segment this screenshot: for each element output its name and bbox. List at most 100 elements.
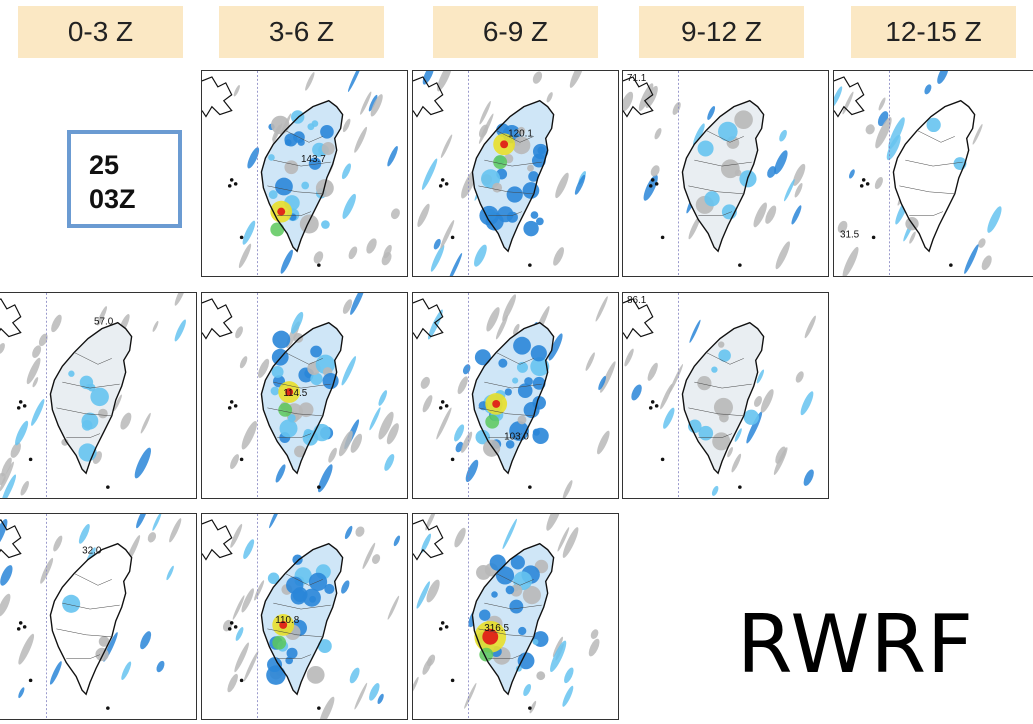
rain-cell (537, 146, 546, 155)
islet (16, 627, 21, 631)
rain-cell (718, 349, 731, 362)
rain-streak (981, 255, 992, 271)
rain-cell (524, 377, 533, 386)
islet (528, 263, 532, 267)
rain-streak (562, 685, 574, 707)
rain-streak (837, 220, 848, 234)
rain-streak (574, 174, 586, 195)
rain-cell (697, 375, 712, 391)
rain-cell (517, 126, 526, 135)
rain-cell (313, 423, 331, 442)
rain-streak (440, 134, 453, 159)
rain-cell (498, 358, 508, 368)
rain-streak (247, 147, 260, 169)
rain-streak (341, 163, 351, 180)
rain-streak (32, 377, 39, 388)
max-rain-label: 114.5 (283, 388, 308, 399)
rain-streak (425, 514, 437, 531)
rain-cell (310, 372, 323, 386)
init-hour: 03Z (89, 184, 136, 214)
rain-cell (307, 123, 315, 131)
rain-streak (390, 208, 400, 220)
islet (859, 184, 864, 188)
rain-cell (516, 361, 528, 373)
rain-streak (0, 461, 14, 492)
rain-cell (68, 370, 75, 377)
rain-cell (688, 419, 702, 434)
islet (444, 404, 449, 408)
rain-map-svg: 32.0 (0, 514, 182, 719)
islet (650, 178, 655, 182)
rain-streak (842, 246, 859, 276)
rain-streak (317, 464, 333, 493)
rain-streak (230, 454, 240, 469)
rain-streak (354, 682, 368, 710)
county-lines (56, 573, 120, 659)
rain-streak (433, 238, 441, 250)
rain-cell (61, 438, 69, 446)
rain-streak (553, 247, 564, 266)
rain-cell (513, 336, 531, 355)
islet (440, 178, 445, 182)
rain-streak (478, 113, 494, 144)
rain-streak (422, 395, 433, 413)
rain-cell (98, 408, 108, 419)
rain-map-panel: 316.5 (412, 513, 619, 720)
taiwan-coastline (49, 542, 133, 696)
islet (317, 485, 321, 489)
rain-streak (156, 660, 165, 673)
rain-streak (647, 362, 658, 381)
rain-streak (711, 485, 719, 496)
rain-streak (341, 580, 350, 594)
islet (450, 678, 455, 683)
max-rain-cell (500, 140, 509, 149)
rain-streak (654, 127, 662, 140)
rain-streak (140, 631, 152, 650)
islet (440, 621, 445, 625)
rain-streak (760, 389, 774, 413)
rain-map-panel: 86.1 (622, 292, 829, 499)
rain-streak (562, 527, 579, 558)
islet (648, 406, 653, 410)
rain-streak (600, 361, 616, 393)
rain-streak (1, 457, 12, 477)
mainland-coastline (623, 298, 654, 340)
rain-streak (235, 326, 243, 339)
rain-streak (243, 651, 259, 682)
rain-cell (267, 572, 280, 585)
rain-cell (492, 182, 503, 193)
islet (861, 178, 866, 182)
rain-streak (783, 179, 795, 202)
rain-streak (15, 420, 29, 446)
rain-streak (386, 423, 399, 445)
rain-streak (344, 525, 353, 540)
rain-streak (275, 464, 286, 483)
rain-streak (113, 394, 122, 412)
rain-cell (62, 594, 81, 613)
rain-cell (712, 432, 731, 451)
islet (106, 485, 110, 489)
rain-streak (241, 420, 257, 450)
rain-map-panel: 114.5 (201, 292, 408, 499)
rain-cell (489, 554, 506, 571)
rain-map-panel: 31.5 (833, 70, 1033, 277)
rain-streak (663, 407, 675, 429)
rain-streak (753, 202, 767, 228)
rain-streak (140, 412, 151, 434)
rain-streak (792, 163, 806, 186)
rain-streak (378, 390, 388, 406)
rain-map-svg: 114.5 (202, 293, 399, 498)
taiwan-coastline (681, 321, 765, 475)
rain-streak (422, 658, 432, 675)
rain-cell (734, 169, 742, 177)
rain-streak (342, 118, 351, 133)
taiwan-coastline (681, 99, 765, 253)
rain-streak (865, 124, 875, 135)
rain-streak (350, 293, 366, 315)
rain-map-svg: 71.1 (623, 71, 806, 276)
rain-streak (18, 633, 35, 665)
rain-streak (555, 172, 569, 199)
islet (106, 706, 110, 710)
rain-cell (284, 133, 298, 147)
rain-map-panel: 143.7 (201, 70, 408, 277)
